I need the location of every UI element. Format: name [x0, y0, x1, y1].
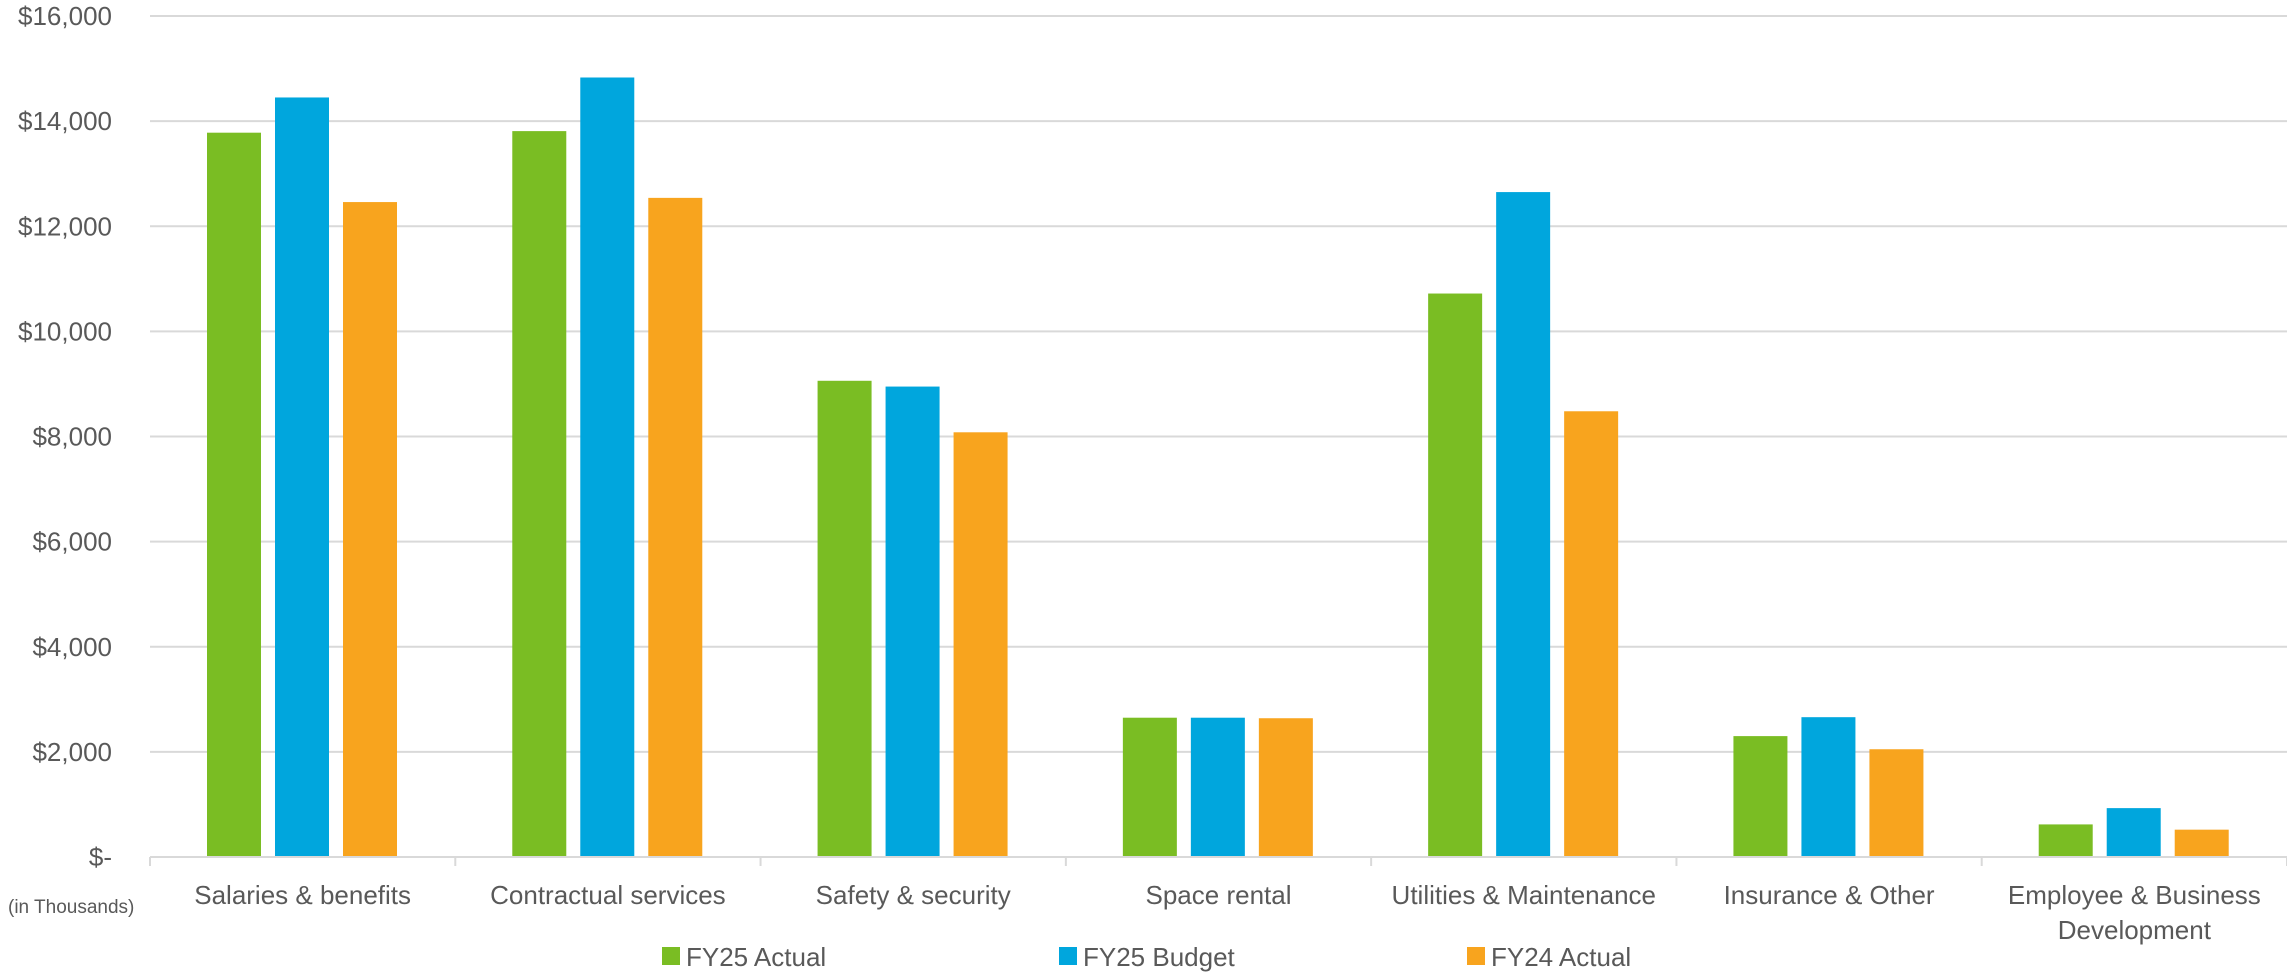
bar-fy24-actual: [2174, 829, 2229, 857]
y-tick-label: $4,000: [32, 632, 112, 662]
bar-fy25-actual: [1122, 717, 1177, 857]
gridlines: [150, 15, 2287, 753]
bar-fy25-budget: [2106, 808, 2161, 857]
legend-label: FY25 Budget: [1083, 942, 1236, 972]
category-labels: Salaries & benefits Contractual services S…: [194, 880, 2261, 945]
legend-item: FY25 Budget: [1059, 942, 1236, 972]
bar-fy25-budget: [580, 77, 635, 858]
legend-label: FY25 Actual: [686, 942, 826, 972]
category-label: Employee & Business Development: [2008, 880, 2261, 945]
y-tick-label: $16,000: [18, 1, 112, 31]
category-label: Salaries & benefits: [194, 880, 411, 910]
y-tick-label: $12,000: [18, 211, 112, 241]
bar-fy25-actual: [1428, 293, 1483, 857]
bar-fy25-budget: [1801, 717, 1856, 857]
y-tick-label: $8,000: [32, 422, 112, 452]
x-axis-ticks: [149, 857, 2287, 866]
bar-fy25-actual: [207, 132, 261, 858]
bar-fy24-actual: [953, 432, 1008, 857]
bar-fy25-budget: [885, 386, 940, 857]
bar-fy24-actual: [343, 202, 397, 858]
legend: FY25 Actual FY25 Budget FY24 Actual: [662, 942, 1631, 972]
unit-note: (in Thousands): [8, 897, 134, 918]
y-tick-label: $14,000: [18, 106, 112, 136]
bar-fy24-actual: [648, 197, 703, 857]
y-tick-label: $2,000: [32, 737, 112, 767]
bars: [207, 77, 2229, 858]
category-label: Space rental: [1146, 880, 1292, 910]
legend-swatch: [1059, 947, 1077, 965]
bar-fy25-budget: [1496, 192, 1551, 858]
bar-fy24-actual: [1564, 411, 1619, 857]
legend-item: FY24 Actual: [1467, 942, 1631, 972]
bar-fy25-budget: [275, 97, 329, 858]
bar-fy25-actual: [817, 380, 872, 857]
y-axis-tick-labels: $- $2,000 $4,000 $6,000 $8,000 $10,000 $12,000…: [18, 1, 112, 872]
bar-fy25-actual: [512, 131, 567, 857]
y-tick-label: $10,000: [18, 316, 112, 346]
category-label: Utilities & Maintenance: [1392, 880, 1656, 910]
bar-fy24-actual: [1869, 749, 1924, 857]
legend-item: FY25 Actual: [662, 942, 826, 972]
bar-fy25-actual: [1733, 736, 1788, 857]
bar-fy25-actual: [2038, 824, 2093, 857]
legend-swatch: [662, 947, 680, 965]
bar-fy24-actual: [1258, 718, 1313, 857]
category-label: Contractual services: [490, 880, 726, 910]
category-label: Insurance & Other: [1724, 880, 1935, 910]
legend-swatch: [1467, 947, 1485, 965]
category-label: Safety & security: [816, 880, 1011, 910]
legend-label: FY24 Actual: [1491, 942, 1631, 972]
y-tick-label: $-: [89, 842, 112, 872]
bar-fy25-budget: [1190, 717, 1245, 857]
y-tick-label: $6,000: [32, 527, 112, 557]
